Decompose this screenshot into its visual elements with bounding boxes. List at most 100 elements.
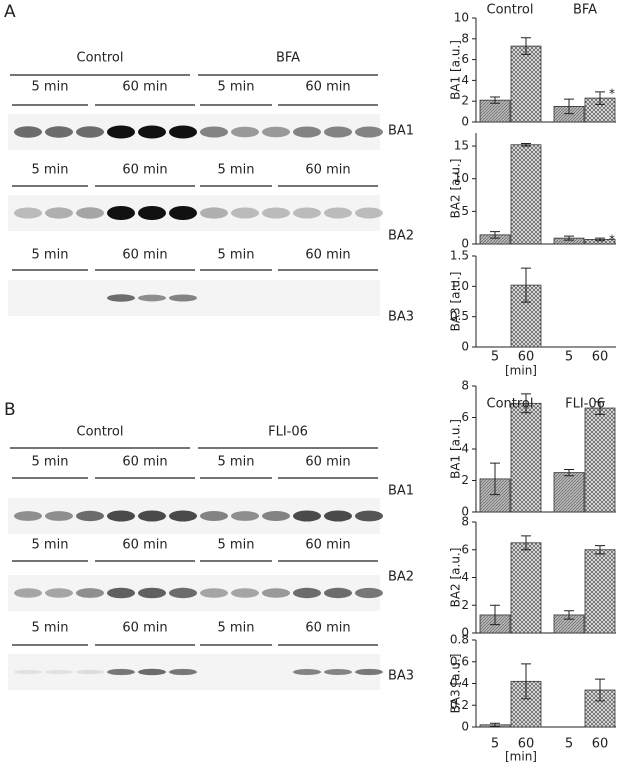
y-tick-label: 6 [461, 52, 469, 66]
error-bar [595, 678, 605, 702]
x-tick-label: 5 [565, 350, 573, 365]
time-label: 5 min [32, 621, 69, 636]
y-tick-label: 1.5 [450, 249, 469, 263]
blot-band [76, 510, 104, 522]
blot-band [45, 669, 73, 675]
y-tick-label: 8 [461, 515, 469, 529]
y-axis-label: BA3 [a.u.] [449, 272, 463, 332]
blot-band [293, 669, 321, 675]
panel-label: B [4, 400, 16, 420]
y-tick-label: 4 [461, 442, 469, 456]
blot-band [76, 588, 104, 598]
blot-band [169, 206, 197, 220]
error-bar [490, 462, 500, 496]
blot-band [138, 510, 166, 522]
error-bar [564, 98, 574, 115]
blot-band [293, 126, 321, 138]
time-label: 60 min [122, 163, 167, 178]
time-label: 5 min [32, 538, 69, 553]
time-label: 60 min [122, 80, 167, 95]
blot-band [293, 510, 321, 522]
bar [510, 144, 542, 245]
time-label: 60 min [122, 621, 167, 636]
blot-band [324, 587, 352, 599]
bar [584, 407, 616, 513]
blot-band [138, 668, 166, 676]
y-tick-label: 0.8 [450, 633, 469, 647]
time-label: 60 min [305, 455, 350, 470]
time-label: 60 min [305, 538, 350, 553]
group-label: Control [77, 51, 124, 66]
bar [510, 542, 542, 634]
time-label: 60 min [122, 455, 167, 470]
y-tick-label: 0 [461, 505, 469, 519]
y-tick-label: 0 [461, 237, 469, 251]
blot-band [355, 207, 383, 219]
time-label: 60 min [305, 248, 350, 263]
blot-band [14, 126, 42, 138]
bar [510, 45, 542, 123]
x-tick-label: 60 [518, 350, 535, 365]
blot-band [262, 588, 290, 598]
blot-band [14, 511, 42, 521]
y-axis-label: BA1 [a.u.] [449, 40, 463, 100]
y-axis-label: BA3 [a.u.] [449, 654, 463, 714]
error-bar [490, 722, 500, 727]
group-label: Control [77, 425, 124, 440]
error-bar [595, 545, 605, 555]
x-tick-label: 5 [491, 350, 499, 365]
blot-band [45, 207, 73, 219]
error-bar [490, 96, 500, 104]
y-tick-label: 10 [454, 171, 469, 185]
y-tick-label: 15 [454, 139, 469, 153]
blot-band [231, 511, 259, 521]
blot-band [14, 207, 42, 219]
y-tick-label: 6 [461, 410, 469, 424]
bar [553, 472, 585, 513]
annotation: * [609, 86, 615, 100]
error-bar [521, 37, 531, 55]
blot-band [324, 669, 352, 675]
blot-band [14, 669, 42, 675]
error-bar [564, 468, 574, 477]
blot-band [293, 207, 321, 219]
blot-band [262, 126, 290, 138]
group-label: Control [487, 397, 534, 412]
blot-band [169, 125, 197, 139]
time-label: 5 min [218, 80, 255, 95]
time-label: 60 min [305, 621, 350, 636]
blot-band [169, 587, 197, 599]
y-tick-label: 0 [461, 340, 469, 354]
bar [584, 549, 616, 634]
group-label: BFA [573, 3, 597, 18]
y-tick-label: 0.5 [450, 309, 469, 323]
y-tick-label: 8 [461, 379, 469, 393]
blot-band [262, 511, 290, 521]
group-label: BFA [276, 51, 300, 66]
blot-band [107, 125, 135, 139]
blot-band [138, 125, 166, 139]
error-bar [564, 235, 574, 241]
error-bar [564, 610, 574, 620]
x-tick-label: 60 [518, 737, 535, 752]
time-label: 5 min [218, 455, 255, 470]
y-axis-label: BA2 [a.u.] [449, 159, 463, 219]
y-tick-label: 1.0 [450, 279, 469, 293]
x-tick-label: 60 [592, 350, 609, 365]
blot-band [76, 126, 104, 138]
error-bar [521, 267, 531, 303]
blot-band [324, 510, 352, 522]
band-label: BA2 [388, 229, 414, 244]
y-tick-label: 4 [461, 73, 469, 87]
time-label: 5 min [32, 163, 69, 178]
annotation: * [609, 233, 615, 247]
y-tick-label: 10 [454, 11, 469, 25]
band-label: BA1 [388, 484, 414, 499]
blot-band [45, 126, 73, 138]
time-label: 60 min [305, 163, 350, 178]
x-axis-label: [min] [505, 364, 537, 378]
blot-band [293, 587, 321, 599]
blot-band [14, 588, 42, 598]
blot-band [231, 126, 259, 138]
